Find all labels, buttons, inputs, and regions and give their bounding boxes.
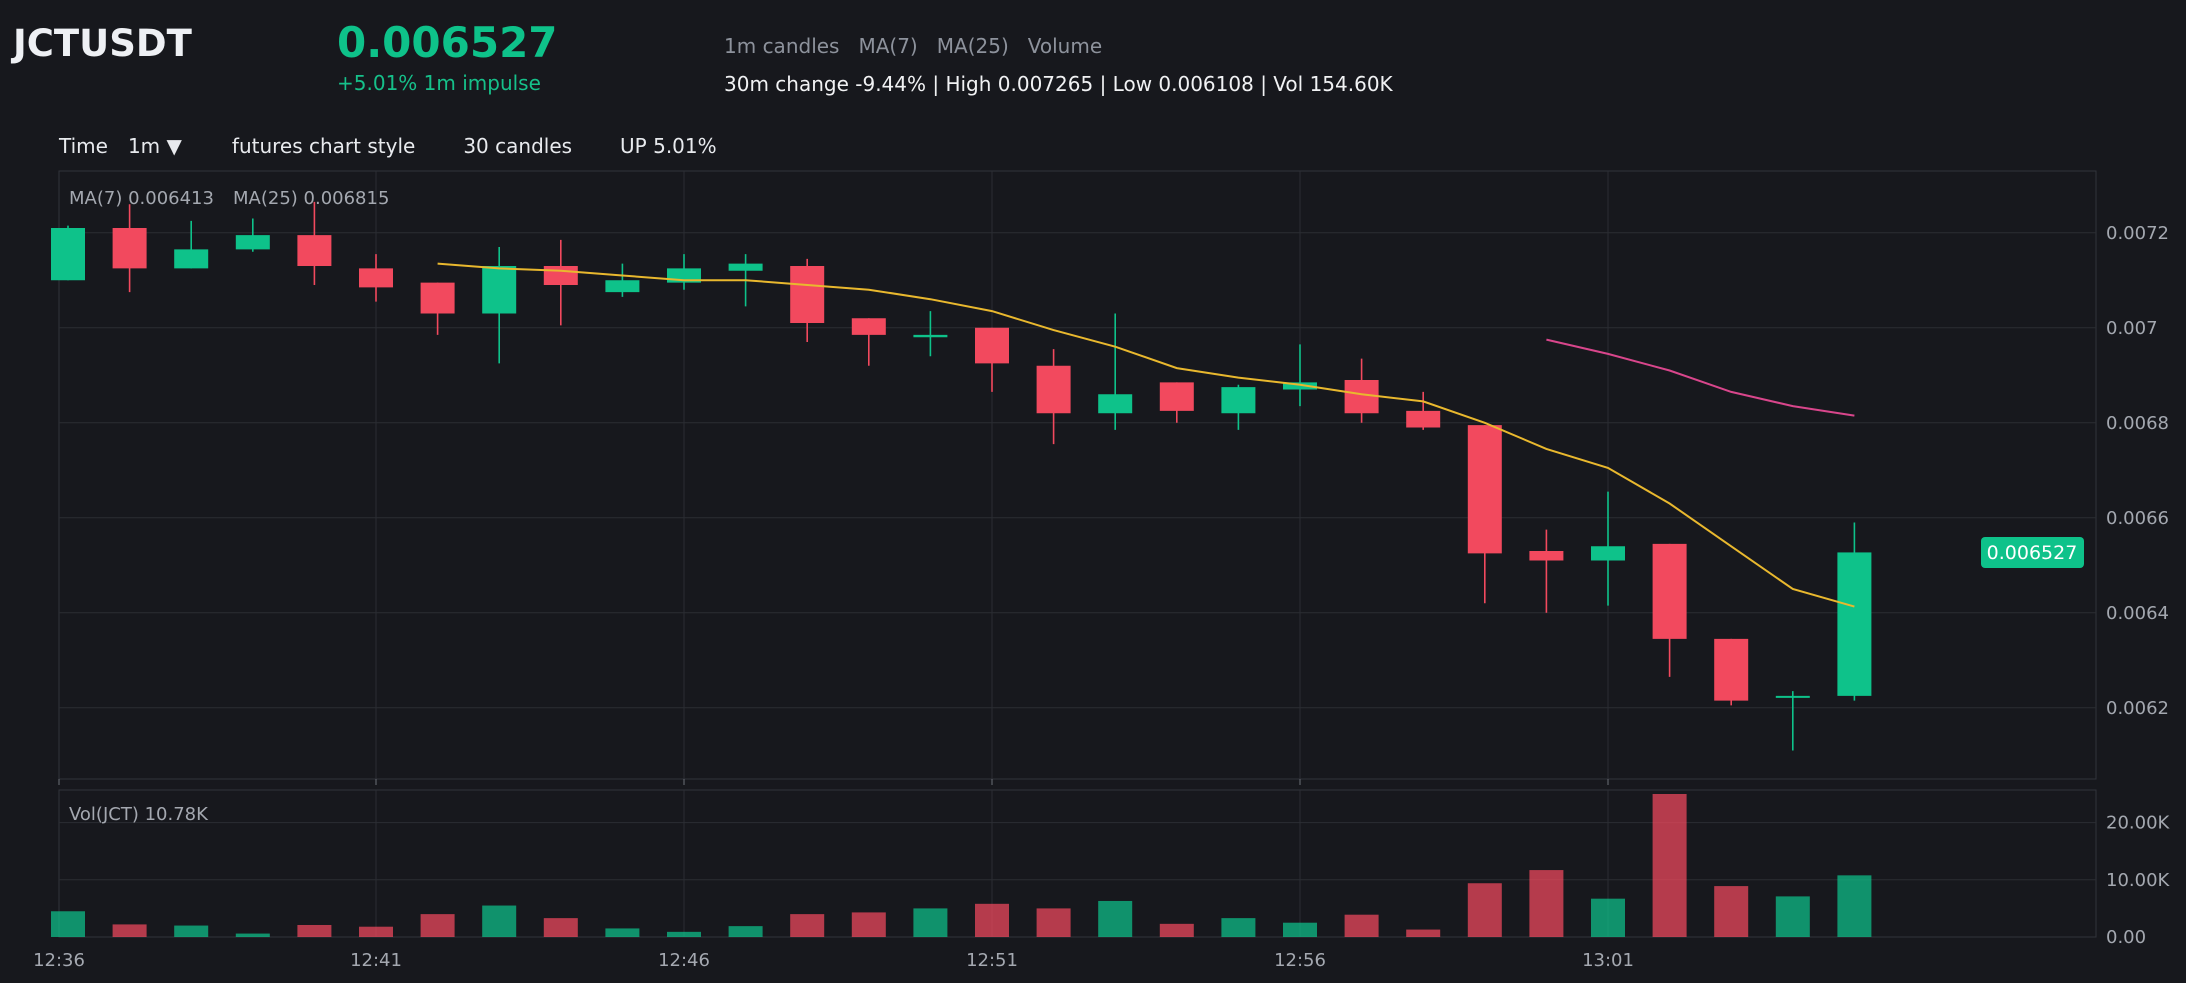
candle-body (359, 268, 393, 288)
candle-body (1406, 410, 1441, 428)
ma25-line (1546, 338, 1855, 417)
volume-bar (1159, 923, 1194, 937)
price-badge: 0.006527 (1981, 537, 2084, 568)
price-badge-value: 0.006527 (1987, 542, 2078, 564)
tag-volume: Volume (1027, 34, 1103, 58)
time-tick-label: 12:41 (350, 950, 402, 971)
legend-volume: Vol(JCT) 10.78K (69, 804, 209, 825)
tag-ma7: MA(7) (858, 34, 918, 58)
price-tick-label: 0.0064 (2106, 603, 2169, 624)
volume-bar (112, 924, 147, 937)
candle-body (174, 249, 209, 269)
candle-body (1344, 380, 1379, 414)
tag-ma25: MA(25) (936, 34, 1009, 58)
price-tick-label: 0.0062 (2106, 698, 2169, 719)
volume-bar (1467, 883, 1502, 937)
ma7-line (437, 262, 1855, 608)
volume-bar (1098, 900, 1133, 937)
candle-body (51, 228, 85, 281)
price-tick-label: 0.0068 (2106, 413, 2169, 434)
candle-body (913, 334, 948, 338)
impulse-change: +5.01% 1m impulse (337, 71, 541, 95)
candle-body (605, 280, 640, 293)
volume-bar (51, 911, 85, 937)
legend-ma25: MA(25) 0.006815 (233, 188, 389, 209)
volume-bar (913, 908, 948, 937)
tag-candles: 1m candles (724, 34, 840, 58)
candle-body (1221, 387, 1256, 414)
symbol-title: JCTUSDT (13, 22, 192, 65)
price-tick-label: 0.0072 (2106, 223, 2169, 244)
stats-line: 30m change -9.44% | High 0.007265 | Low … (724, 72, 1393, 96)
candle-body (112, 228, 147, 269)
candle-body (1775, 695, 1810, 698)
volume-bar (1344, 914, 1379, 937)
candle-body (851, 318, 886, 335)
volume-tick-label: 20.00K (2106, 813, 2171, 834)
time-tick-label: 12:36 (33, 950, 85, 971)
price-tick-label: 0.007 (2106, 318, 2158, 339)
candle-body (728, 263, 763, 271)
last-price: 0.006527 (337, 18, 558, 67)
candle-body (420, 282, 455, 314)
volume-bar (1837, 875, 1872, 937)
price-tick-label: 0.0066 (2106, 508, 2169, 529)
time-label: Time (59, 134, 108, 158)
volume-bar (1283, 922, 1317, 937)
candle-body (235, 235, 270, 250)
volume-bar (1714, 886, 1749, 937)
candle-body (1652, 543, 1687, 639)
volume-bar (1652, 794, 1687, 937)
volume-bar (1529, 870, 1564, 937)
volume-bar (728, 926, 763, 937)
timeframe-dropdown[interactable]: 1m ▼ (127, 134, 182, 158)
chart-toolbar: Time 1m ▼ futures chart style 30 candles UP … (59, 134, 765, 158)
time-tick-label: 12:56 (1274, 950, 1326, 971)
candle-body (543, 266, 578, 285)
volume-bar (605, 928, 640, 937)
volume-bar (975, 903, 1009, 937)
candle-body (482, 266, 517, 314)
candle-body (1837, 552, 1872, 696)
volume-bar (1036, 908, 1071, 937)
volume-bar (235, 933, 270, 937)
candle-body (1159, 382, 1194, 411)
volume-bar (359, 926, 393, 937)
volume-tick-label: 10.00K (2106, 870, 2171, 891)
time-tick-label: 13:01 (1582, 950, 1634, 971)
volume-pane (58, 789, 2097, 938)
candle-body (790, 266, 825, 323)
candle-count-label: 30 candles (463, 134, 573, 158)
candle-body (1714, 638, 1749, 701)
volume-bar (1406, 929, 1441, 937)
indicator-tags: 1m candles MA(7) MA(25) Volume (724, 34, 1121, 58)
chart-style-label: futures chart style (231, 134, 416, 158)
candle-body (1467, 425, 1502, 554)
time-tick-label: 12:51 (966, 950, 1018, 971)
candle-body (1591, 546, 1625, 561)
candle-body (1529, 551, 1564, 561)
volume-tick-label: 0.00 (2106, 927, 2146, 948)
candle-body (975, 327, 1009, 364)
candle-body (1283, 382, 1317, 390)
volume-bar (482, 905, 517, 937)
volume-bar (851, 912, 886, 937)
time-tick-label: 12:46 (658, 950, 710, 971)
volume-bar (790, 914, 825, 937)
volume-bar (1221, 918, 1256, 937)
volume-bar (297, 924, 332, 937)
volume-bar (1775, 896, 1810, 937)
volume-bar (543, 918, 578, 937)
legend-ma7: MA(7) 0.006413 (69, 188, 214, 209)
up-percent-label: UP 5.01% (620, 134, 717, 158)
volume-bar (1591, 898, 1625, 937)
candle-body (297, 235, 332, 266)
volume-bar (667, 931, 701, 937)
candle-body (1036, 365, 1071, 414)
price-pane (58, 170, 2097, 780)
volume-bar (174, 925, 209, 937)
candle-body (1098, 394, 1133, 414)
volume-bar (420, 914, 455, 937)
